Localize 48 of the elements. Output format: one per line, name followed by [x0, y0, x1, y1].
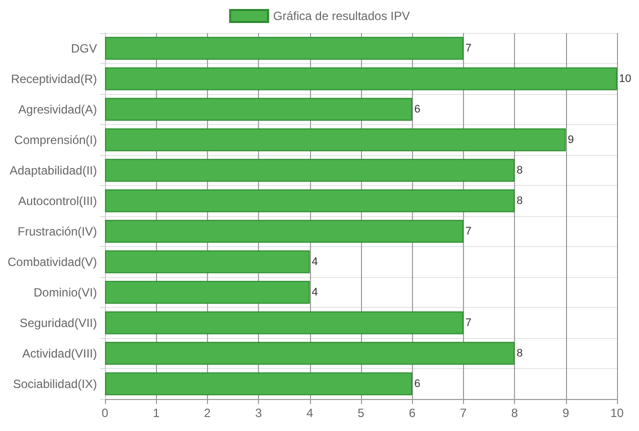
y-tick-label: Autocontrol(III) [18, 194, 97, 208]
data-label: 7 [465, 316, 472, 329]
bar [105, 36, 464, 60]
y-tick-label: Dominio(VI) [34, 285, 97, 300]
x-tick-label: 0 [102, 406, 109, 420]
bar [105, 311, 464, 334]
data-label: 8 [516, 164, 523, 176]
data-label: 8 [516, 347, 523, 360]
data-label: 4 [312, 286, 318, 298]
bar [105, 158, 515, 182]
x-tick-label: 3 [255, 406, 262, 420]
x-tick-label: 1 [152, 406, 160, 420]
x-tick-label: 2 [204, 406, 212, 420]
bar [105, 189, 515, 212]
y-tick-label: Receptividad(R) [10, 72, 97, 86]
data-label: 7 [465, 225, 472, 238]
x-tick-label: 5 [358, 406, 365, 420]
legend-label: Gráfica de resultados IPV [273, 9, 410, 23]
x-tick-label: 10 [610, 406, 624, 420]
bar [105, 220, 464, 243]
data-label: 7 [465, 42, 472, 54]
bar [105, 67, 617, 90]
data-label: 6 [414, 378, 420, 390]
x-tick-label: 8 [511, 406, 518, 420]
data-label: 9 [568, 134, 574, 146]
bar [105, 342, 515, 365]
x-tick-label: 4 [306, 406, 314, 420]
y-tick-label: Comprensión(I) [14, 132, 97, 147]
x-tick-label: 9 [562, 406, 570, 420]
x-tick-label: 7 [460, 406, 468, 420]
bar [105, 372, 412, 396]
data-label: 6 [414, 103, 420, 116]
y-tick-label: Agresividad(A) [18, 102, 97, 116]
bar [105, 280, 310, 304]
x-tick-label: 6 [408, 406, 416, 420]
data-label: 8 [516, 194, 523, 207]
y-tick-label: Adaptabilidad(II) [10, 163, 97, 178]
data-label: 10 [619, 72, 632, 85]
y-tick-label: Actividad(VIII) [22, 346, 97, 360]
bar [105, 128, 566, 152]
y-tick-label: DGV [70, 41, 97, 56]
y-tick-label: Combatividad(V) [8, 254, 97, 269]
data-label: 4 [312, 256, 318, 268]
y-tick-label: Seguridad(VII) [20, 316, 97, 330]
y-tick-label: Frustración(IV) [18, 224, 97, 238]
bar [105, 98, 412, 121]
y-tick-label: Sociabilidad(IX) [12, 376, 97, 391]
bar [105, 250, 310, 274]
